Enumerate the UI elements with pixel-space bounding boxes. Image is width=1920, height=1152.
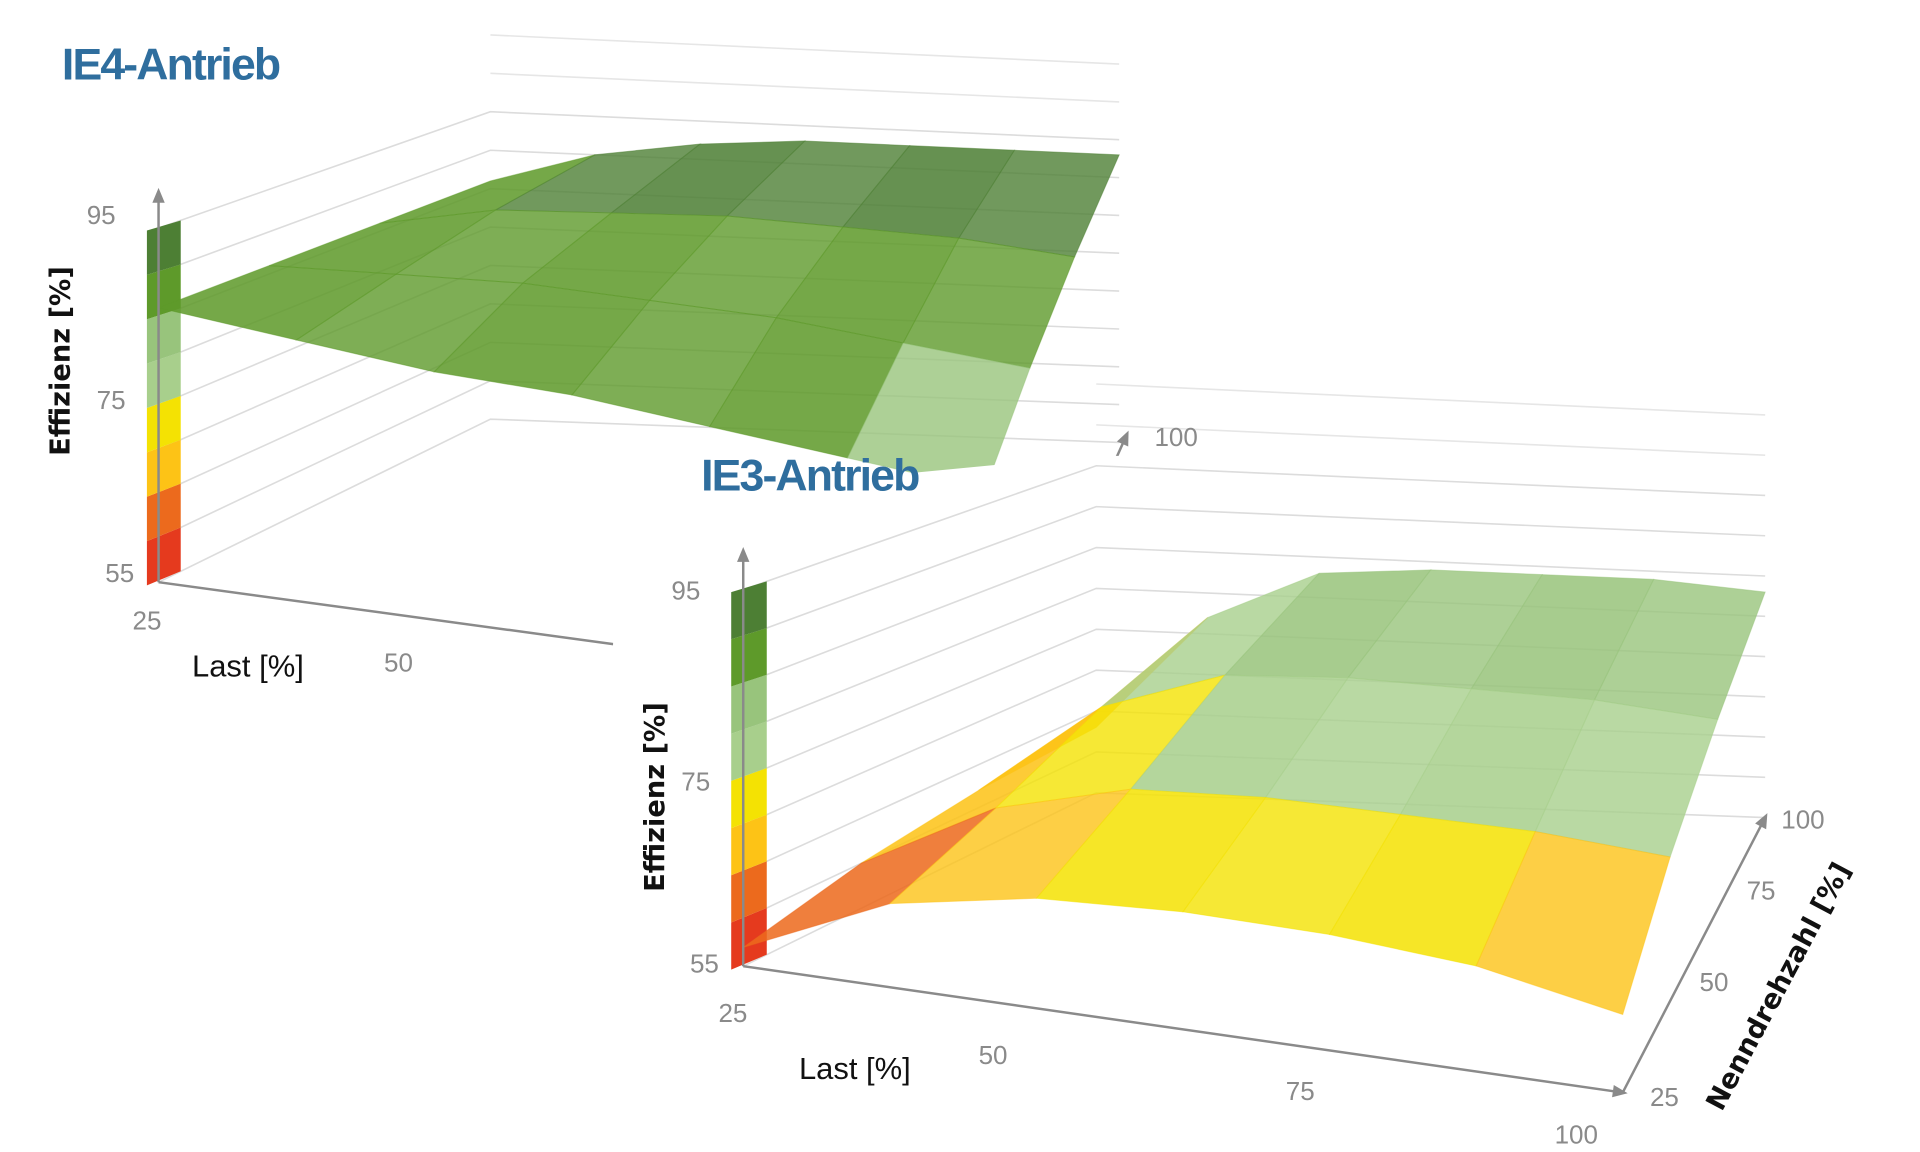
colorbar-band [731, 768, 767, 829]
ie3-x-tick-100: 100 [1555, 1119, 1598, 1149]
ie3-x-axis-label: Last [%] [799, 1051, 911, 1086]
colorbar-band [731, 907, 767, 970]
colorbar-band [146, 527, 181, 586]
colorbar-band [731, 581, 767, 640]
ie3-z-axis-label: Effizienz [%] [640, 702, 671, 892]
colorbar-band [731, 814, 767, 876]
y-axis-arrowhead [1755, 813, 1768, 830]
gridline [742, 464, 1766, 591]
ie3-x-tick-25: 25 [718, 998, 747, 1028]
colorbar-band [146, 483, 181, 542]
ie4-x-tick-25: 25 [133, 605, 162, 635]
colorbar-band [146, 220, 181, 275]
colorbar-band [146, 308, 181, 364]
ie4-x-tick-50: 50 [384, 647, 413, 677]
surface-patch [1475, 830, 1671, 1016]
ie3-x-tick-75: 75 [1286, 1076, 1315, 1106]
gridline [490, 72, 1120, 103]
colorbar-band [731, 628, 767, 687]
y-axis-arrowhead [1116, 430, 1129, 447]
ie4-y-tick-100: 100 [1154, 422, 1197, 452]
gridline [490, 34, 1120, 65]
ie3-z-tick-55: 55 [690, 948, 719, 978]
colorbar-band [146, 439, 181, 497]
ie4-z-tick-95: 95 [87, 200, 116, 230]
y-axis [1621, 816, 1767, 1094]
ie3-x-tick-50: 50 [979, 1040, 1008, 1070]
x-axis [743, 964, 1623, 1094]
ie4-z-tick-75: 75 [97, 385, 126, 415]
ie3-chart [731, 383, 1768, 1098]
z-axis-arrowhead [152, 187, 165, 203]
gridline [742, 505, 1766, 638]
ie3-y-tick-100: 100 [1781, 805, 1824, 835]
colorbar-band [731, 674, 767, 734]
ie4-title: IE4-Antrieb [62, 40, 280, 89]
gridline [742, 546, 1766, 685]
ie3-y-tick-25: 25 [1650, 1082, 1679, 1112]
gridline [1096, 383, 1766, 416]
colorbar-band [146, 395, 181, 453]
ie4-z-tick-55: 55 [105, 558, 134, 588]
ie4-z-axis-label: Effizienz [%] [45, 266, 76, 456]
ie3-z-tick-95: 95 [671, 576, 700, 606]
ie4-x-axis-label: Last [%] [192, 648, 304, 683]
colorbar-band [731, 721, 767, 781]
ie3-z-tick-75: 75 [681, 766, 710, 796]
gridline [158, 110, 1120, 229]
ie3-y-tick-50: 50 [1700, 967, 1729, 997]
ie3-title: IE3-Antrieb [701, 452, 919, 501]
x-axis-arrowhead [1612, 1084, 1628, 1098]
x-axis [158, 580, 614, 646]
ie3-y-tick-75: 75 [1747, 875, 1776, 905]
gridline [1096, 424, 1766, 457]
z-axis-arrowhead [737, 547, 750, 562]
ie4-chart [146, 34, 1129, 646]
colorbar-band [146, 352, 181, 409]
colorbar-band [731, 861, 767, 923]
